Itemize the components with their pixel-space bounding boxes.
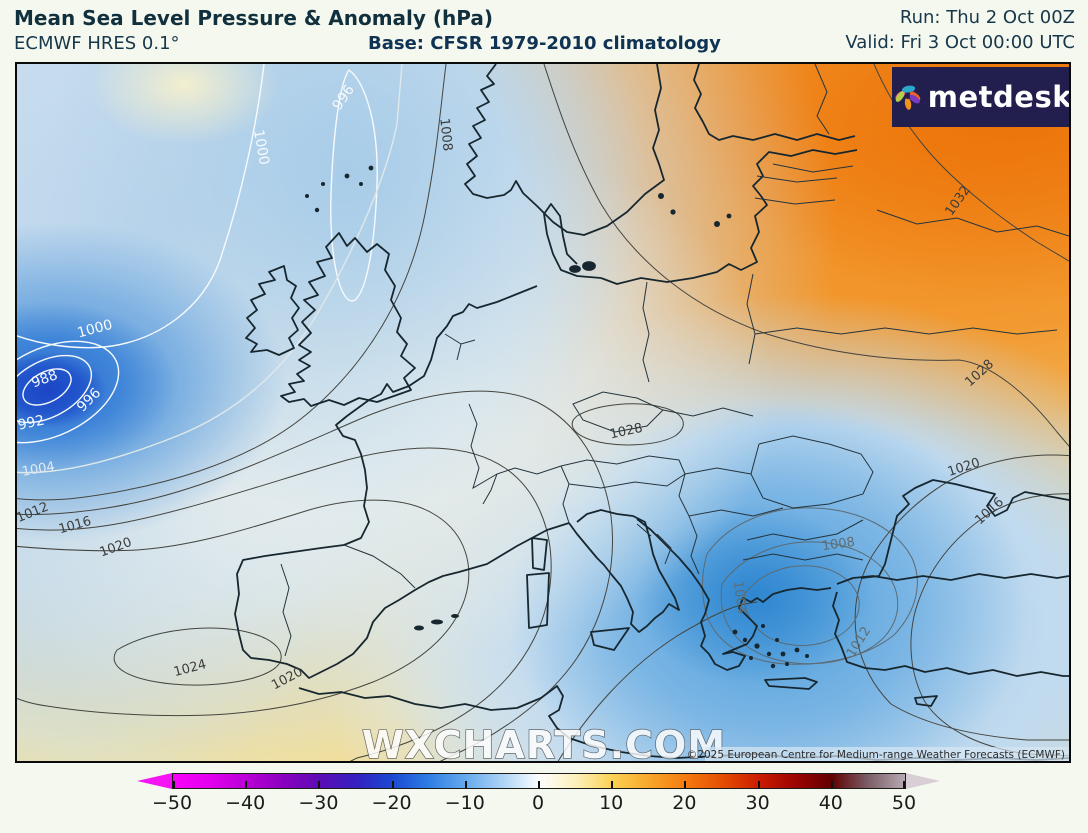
model-label: ECMWF HRES 0.1° [14,33,180,54]
isobar-label-1016: 1016 [972,495,1007,528]
isobar-label-1020: 1020 [946,455,982,479]
colorbar-overflow-arrow [906,773,940,789]
climatology-base-label: Base: CFSR 1979-2010 climatology [368,33,721,54]
isobar-label-1012: 1012 [844,624,874,660]
metdesk-flower-icon [895,85,921,110]
isobar-label-1020: 1020 [98,535,134,560]
colorbar-tick-label: 50 [891,792,917,814]
country-borders [280,64,1069,657]
metdesk-logo: metdesk [892,67,1071,127]
colorbar-tick-label: 0 [531,792,545,814]
run-time-label: Run: Thu 2 Oct 00Z [899,7,1075,28]
isobars-dark [17,64,1069,761]
metdesk-logo-text: metdesk [927,80,1071,114]
pressure-anomaly-map: 996 1000 1008 1000 988 992 996 1004 1012 1016 1020… [15,62,1071,763]
colorbar-gradient [172,773,906,789]
colorbar-tick [611,781,614,788]
colorbar-tick [464,781,467,788]
colorbar-underflow-arrow [137,773,172,789]
small-islands [305,165,809,669]
isobar-label-1000: 1000 [250,128,272,166]
colorbar-tick-label: 30 [745,792,770,814]
isobar-label-1004: 1004 [21,459,56,480]
colorbar-tick-label: 10 [599,792,624,814]
isobar-label-1008: 1008 [821,535,856,554]
colorbar-tick-label: −40 [225,792,266,814]
colorbar-tick [757,781,760,788]
colorbar-tick [245,781,248,788]
colorbar-tick-label: −50 [151,792,193,814]
isobar-label-1016: 1016 [57,514,93,538]
isobar-label-992: 992 [17,412,46,433]
watermark: WXCHARTS.COM [362,723,726,761]
anomaly-shading [17,64,1069,761]
colorbar-tick [318,781,321,788]
colorbar-tick-labels: −50 −40 −30 −20 −10 0 10 20 30 40 50 [152,792,916,818]
page-title: Mean Sea Level Pressure & Anomaly (hPa) [14,6,494,30]
isobar-label-1028: 1028 [609,421,644,443]
isobars-white [17,64,403,474]
isobar-label-1008: 1008 [436,117,454,151]
copyright-text: ©2025 European Centre for Medium-range W… [687,749,1065,761]
colorbar-tick [391,781,394,788]
colorbar-tick [684,781,687,788]
isobar-label-1024: 1024 [172,657,208,680]
isobar-label-988: 988 [29,367,60,391]
isobar-label-996: 996 [330,82,358,113]
valid-time-label: Valid: Fri 3 Oct 00:00 UTC [845,32,1075,53]
isobar-label-1004: 1004 [730,580,749,615]
colorbar-tick-label: 20 [672,792,697,814]
colorbar-tick-label: −20 [371,792,412,814]
isobar-label-1012: 1012 [17,500,51,526]
copyright-backdrop [705,747,1069,761]
isobar-label-1032: 1032 [942,183,973,219]
isobar-label-1000: 1000 [76,317,115,342]
coastlines [234,64,1069,761]
colorbar-tick-label: 40 [818,792,843,814]
colorbar-tick [830,781,833,788]
colorbar-tick-label: −30 [298,792,339,814]
colorbar-tick [903,781,905,788]
colorbar-tick [173,781,175,788]
colorbar-tick-label: −10 [444,792,485,814]
colorbar-tick [538,781,540,788]
